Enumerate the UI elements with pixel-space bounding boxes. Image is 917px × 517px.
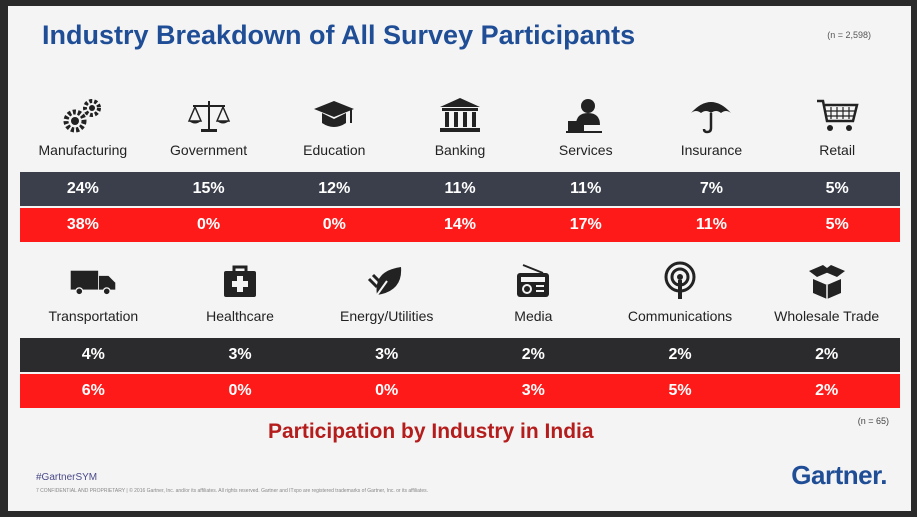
umbrella-icon: [687, 92, 735, 138]
category-retail: Retail: [774, 92, 900, 158]
category-label: Retail: [819, 142, 856, 158]
graduation-cap-icon: [310, 92, 358, 138]
category-label: Insurance: [680, 142, 743, 158]
support-agent-icon: [562, 92, 610, 138]
category-label: Education: [303, 142, 366, 158]
box-icon: [803, 258, 851, 304]
category-insurance: Insurance: [649, 92, 775, 158]
global-percent-wholesale-trade: 2%: [815, 346, 839, 363]
global-percent-education: 12%: [318, 180, 351, 197]
broadcast-icon: [656, 258, 704, 304]
india-percent-row-2: 6% 0% 0% 3% 5% 2%: [20, 374, 900, 408]
category-education: Education: [271, 92, 397, 158]
scales-icon: [185, 92, 233, 138]
category-manufacturing: Manufacturing: [20, 92, 146, 158]
category-label: Banking: [434, 142, 486, 158]
logo-dot: .: [880, 460, 887, 490]
leaf-plug-icon: [363, 258, 411, 304]
category-services: Services: [523, 92, 649, 158]
shopping-cart-icon: [813, 92, 861, 138]
global-percent-government: 15%: [192, 180, 225, 197]
india-percent-government: 0%: [197, 216, 221, 233]
gears-icon: [59, 92, 107, 138]
category-label: Media: [514, 308, 553, 324]
radio-icon: [509, 258, 557, 304]
category-media: Media: [460, 258, 607, 324]
india-percent-manufacturing: 38%: [66, 216, 99, 233]
global-percent-services: 11%: [570, 180, 602, 197]
india-percent-wholesale-trade: 2%: [815, 382, 839, 399]
global-percent-transportation: 4%: [81, 346, 105, 363]
india-percent-education: 0%: [322, 216, 346, 233]
global-percent-media: 2%: [521, 346, 545, 363]
india-percent-banking: 14%: [444, 216, 477, 233]
global-percent-row-1: 24% 15% 12% 11% 11% 7% 5%: [20, 172, 900, 206]
global-percent-insurance: 7%: [699, 180, 724, 197]
category-communications: Communications: [607, 258, 754, 324]
category-label: Wholesale Trade: [774, 308, 880, 324]
global-percent-energy-utilities: 3%: [375, 346, 399, 363]
category-healthcare: Healthcare: [167, 258, 314, 324]
slide-title: Industry Breakdown of All Survey Partici…: [42, 20, 636, 50]
category-transportation: Transportation: [20, 258, 167, 324]
sample-size-india: (n = 65): [857, 416, 889, 426]
category-government: Government: [146, 92, 272, 158]
category-energy-utilities: Energy/Utilities: [313, 258, 460, 324]
global-percent-manufacturing: 24%: [66, 180, 99, 197]
category-label: Energy/Utilities: [339, 308, 434, 324]
india-percent-services: 17%: [569, 216, 602, 233]
india-subtitle: Participation by Industry in India: [268, 420, 594, 443]
medical-kit-icon: [216, 258, 264, 304]
sample-size-all: (n = 2,598): [827, 30, 871, 40]
category-label: Healthcare: [206, 308, 274, 324]
india-percent-insurance: 11%: [695, 216, 728, 233]
india-percent-transportation: 6%: [81, 382, 105, 399]
bank-building-icon: [436, 92, 484, 138]
gartner-logo: Gartner.: [791, 460, 887, 491]
category-label: Manufacturing: [38, 142, 128, 158]
truck-icon: [69, 258, 117, 304]
category-label: Communications: [627, 308, 733, 324]
global-percent-retail: 5%: [825, 180, 849, 197]
industry-row-2: Transportation Healthcare E: [20, 258, 900, 324]
slide: Industry Breakdown of All Survey Partici…: [8, 6, 911, 511]
india-percent-media: 3%: [521, 382, 545, 399]
india-percent-energy-utilities: 0%: [375, 382, 399, 399]
category-label: Government: [170, 142, 248, 158]
category-wholesale-trade: Wholesale Trade: [753, 258, 900, 324]
category-label: Transportation: [48, 308, 139, 324]
india-percent-communications: 5%: [668, 382, 692, 399]
industry-row-1: Manufacturing Government: [20, 92, 900, 158]
india-percent-healthcare: 0%: [228, 382, 252, 399]
hashtag: #GartnerSYM: [36, 472, 98, 483]
category-label: Services: [558, 142, 613, 158]
india-percent-row-1: 38% 0% 0% 14% 17% 11% 5%: [20, 208, 900, 242]
global-percent-healthcare: 3%: [228, 346, 252, 363]
india-percent-retail: 5%: [825, 216, 849, 233]
global-percent-communications: 2%: [668, 346, 692, 363]
global-percent-banking: 11%: [444, 180, 476, 197]
category-banking: Banking: [397, 92, 523, 158]
logo-text: Gartner: [791, 460, 881, 490]
global-percent-row-2: 4% 3% 3% 2% 2% 2%: [20, 338, 900, 372]
footer-legal: 7 CONFIDENTIAL AND PROPRIETARY | © 2016 …: [36, 488, 428, 494]
